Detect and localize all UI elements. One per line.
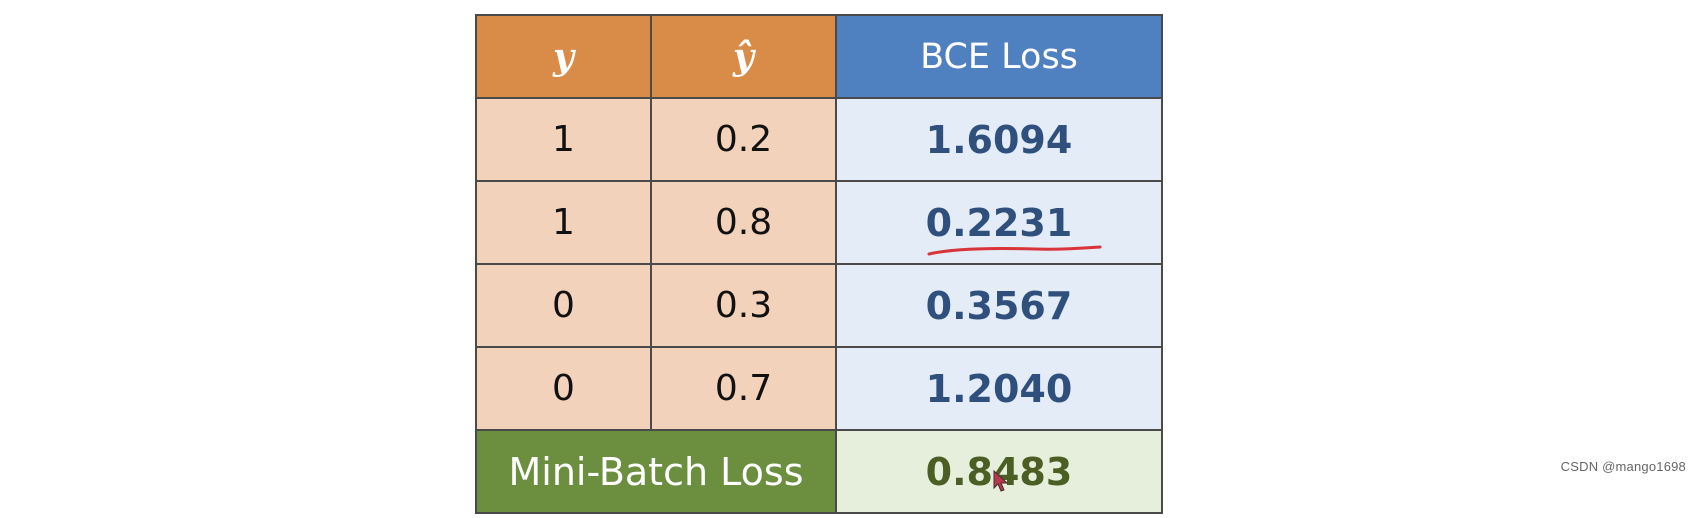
table-header-row: y ŷ BCE Loss (475, 14, 1163, 99)
cell-bce-loss: 1.2040 (835, 346, 1163, 431)
header-bce-loss: BCE Loss (835, 14, 1163, 99)
cell-bce-loss: 0.3567 (835, 263, 1163, 348)
cell-y-hat: 0.3 (650, 263, 837, 348)
mini-batch-loss-value: 0.8483 (925, 449, 1073, 494)
cell-y: 0 (475, 263, 652, 348)
mini-batch-loss-label: Mini-Batch Loss (475, 429, 837, 514)
cell-y-hat: 0.2 (650, 97, 837, 182)
cell-y-hat: 0.8 (650, 180, 837, 265)
red-underline-annotation (927, 245, 1102, 256)
table-row: 1 0.8 0.2231 (475, 180, 1163, 265)
table-row: 0 0.7 1.2040 (475, 346, 1163, 431)
bce-loss-table: y ŷ BCE Loss 1 0.2 1.6094 1 0.8 0.2231 (475, 14, 1163, 514)
header-y-hat: ŷ (650, 14, 837, 99)
csdn-watermark: CSDN @mango1698 (1560, 459, 1686, 474)
header-y: y (475, 14, 652, 99)
cell-y-hat: 0.7 (650, 346, 837, 431)
table-footer-row: Mini-Batch Loss 0.8483 (475, 429, 1163, 514)
table-row: 0 0.3 0.3567 (475, 263, 1163, 348)
cell-bce-loss-value: 0.2231 (925, 200, 1073, 245)
cell-bce-loss-underlined: 0.2231 (835, 180, 1163, 265)
cell-y: 0 (475, 346, 652, 431)
table-row: 1 0.2 1.6094 (475, 97, 1163, 182)
cell-y: 1 (475, 180, 652, 265)
mini-batch-loss-cell: 0.8483 (835, 429, 1163, 514)
cell-y: 1 (475, 97, 652, 182)
cell-bce-loss: 1.6094 (835, 97, 1163, 182)
